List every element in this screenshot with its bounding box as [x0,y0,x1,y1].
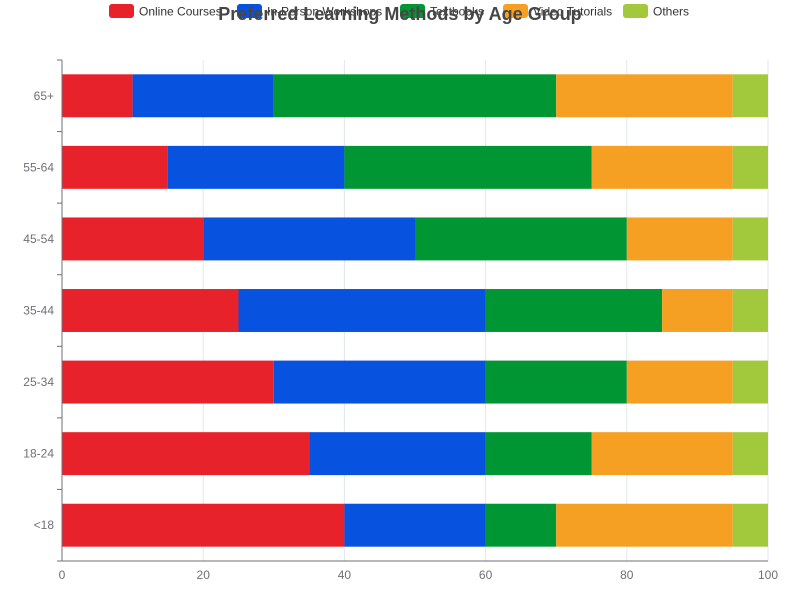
legend-item[interactable]: Online Courses [109,4,222,19]
bar-segment[interactable] [309,432,486,476]
legend[interactable]: Online Courses In-Person Workshops Textboo… [109,4,689,19]
y-tick-label: 25-34 [23,375,54,389]
bar-segment[interactable] [415,217,627,261]
bar-segment[interactable] [238,289,486,332]
legend-item[interactable]: Video Tutorials [503,4,612,19]
x-tick-label: 100 [758,568,778,582]
bar-segment[interactable] [203,217,415,261]
bar-segment[interactable] [485,503,557,547]
bars [62,74,768,547]
legend-item[interactable]: Textbooks [400,4,484,19]
x-tick-label: 80 [620,568,634,582]
bar-segment[interactable] [62,360,274,404]
bar-segment[interactable] [732,360,768,404]
legend-item[interactable]: In-Person Workshops [237,4,382,19]
bar-segment[interactable] [732,432,768,476]
bar-segment[interactable] [556,503,733,547]
legend-swatch [400,4,425,18]
bar-segment[interactable] [591,432,733,476]
x-tick-label: 40 [338,568,352,582]
bar-segment[interactable] [62,432,310,476]
bar-segment[interactable] [132,74,274,118]
bar-segment[interactable] [732,145,768,189]
bar-segment[interactable] [62,145,168,189]
x-tick-label: 20 [197,568,211,582]
bar-segment[interactable] [273,360,486,404]
legend-swatch [503,4,528,18]
bar-segment[interactable] [732,74,768,118]
legend-label: Video Tutorials [533,5,612,19]
bar-segment[interactable] [62,289,239,332]
bar-segment[interactable] [485,360,627,404]
bar-segment[interactable] [273,74,557,118]
legend-swatch [109,4,134,18]
bar-segment[interactable] [591,145,733,189]
bar-segment[interactable] [485,432,592,476]
bar-segment[interactable] [62,74,133,118]
bar-segment[interactable] [556,74,733,118]
bar-segment[interactable] [626,360,733,404]
legend-label: Others [653,5,689,19]
bar-segment[interactable] [626,217,733,261]
y-tick-label: 55-64 [23,160,54,174]
legend-label: In-Person Workshops [267,5,382,19]
bar-segment[interactable] [662,289,733,332]
y-tick-label: 35-44 [23,304,54,318]
bar-segment[interactable] [485,289,663,332]
legend-label: Online Courses [139,5,222,19]
bar-segment[interactable] [732,289,768,332]
legend-item[interactable]: Others [623,4,689,19]
y-tick-label: 65+ [34,89,54,103]
chart-title: Preferred Learning Methods by Age Group [218,4,581,24]
legend-label: Textbooks [430,5,484,19]
bar-segment[interactable] [62,503,345,547]
legend-swatch [237,4,262,18]
bar-segment[interactable] [344,145,592,189]
axes: 0 20 40 60 80 100 <18 18-24 25-34 35-44 45-54 55-64… [23,59,778,582]
bar-segment[interactable] [732,217,768,261]
bar-segment[interactable] [732,503,768,547]
y-tick-label: <18 [34,518,55,532]
x-tick-label: 60 [479,568,493,582]
y-tick-label: 18-24 [23,447,54,461]
bar-segment[interactable] [344,503,486,547]
bar-segment[interactable] [167,145,345,189]
x-tick-label: 0 [59,568,66,582]
legend-swatch [623,4,648,18]
bar-segment[interactable] [62,217,204,261]
y-tick-label: 45-54 [23,232,54,246]
